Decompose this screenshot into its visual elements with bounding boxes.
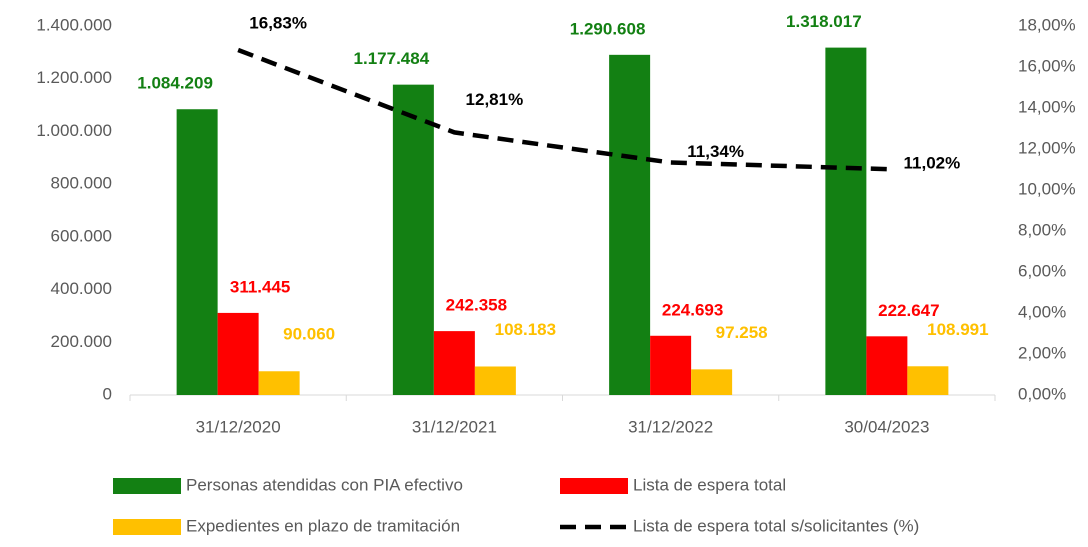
data-label: 224.693 [662,300,723,319]
data-label: 97.258 [716,323,768,342]
line-label: 11,02% [904,154,961,173]
data-label: 222.647 [878,301,939,320]
line-label: 11,34% [687,142,744,161]
legend-label: Lista de espera total s/solicitantes (%) [633,516,919,535]
data-label: 108.991 [927,320,988,339]
y-tick-label: 600.000 [51,226,112,245]
x-tick-label: 30/04/2023 [844,417,929,436]
line-label: 12,81% [466,90,524,109]
line [237,47,887,172]
y2-tick-label: 2,00% [1018,343,1066,362]
bar [691,369,733,395]
bar [258,371,300,395]
y2-tick-label: 14,00% [1018,97,1076,116]
x-tick-label: 31/12/2020 [196,417,281,436]
bar [609,54,651,395]
bar [176,109,218,395]
y-tick-label: 0 [103,384,112,403]
data-label: 311.445 [230,277,291,296]
bar [825,47,867,396]
y2-tick-label: 8,00% [1018,220,1066,239]
data-label: 242.358 [446,296,507,315]
legend-label: Expedientes en plazo de tramitación [186,516,460,535]
y2-tick-label: 4,00% [1018,302,1066,321]
legend-label: Lista de espera total [633,475,786,494]
legend-swatch [113,519,181,535]
bar [650,335,692,395]
data-label: 1.290.608 [570,19,646,38]
data-label: 90.060 [283,325,335,344]
data-label: 108.183 [495,320,556,339]
legend-label: Personas atendidas con PIA efectivo [186,475,463,494]
bar [474,366,516,395]
bar [866,336,908,395]
bar [433,331,475,395]
x-tick-label: 31/12/2021 [412,417,497,436]
y-tick-label: 800.000 [51,174,112,193]
data-label: 1.084.209 [137,74,213,93]
y-tick-label: 1.000.000 [36,121,112,140]
y-tick-label: 400.000 [51,279,112,298]
data-label: 1.318.017 [786,12,862,31]
y-tick-label: 1.200.000 [36,68,112,87]
y2-tick-label: 18,00% [1018,15,1076,34]
data-label: 1.177.484 [354,49,430,68]
y-tick-label: 1.400.000 [36,15,112,34]
bar [907,366,949,395]
y2-tick-label: 0,00% [1018,384,1066,403]
y2-tick-label: 10,00% [1018,179,1076,198]
line-label: 16,83% [249,13,307,32]
y2-tick-label: 12,00% [1018,138,1076,157]
y2-tick-label: 16,00% [1018,56,1076,75]
bar [392,84,434,395]
x-tick-label: 31/12/2022 [628,417,713,436]
y-tick-label: 200.000 [51,332,112,351]
legend-swatch [560,478,628,494]
legend-swatch [113,478,181,494]
bar [217,312,259,395]
y2-tick-label: 6,00% [1018,261,1066,280]
